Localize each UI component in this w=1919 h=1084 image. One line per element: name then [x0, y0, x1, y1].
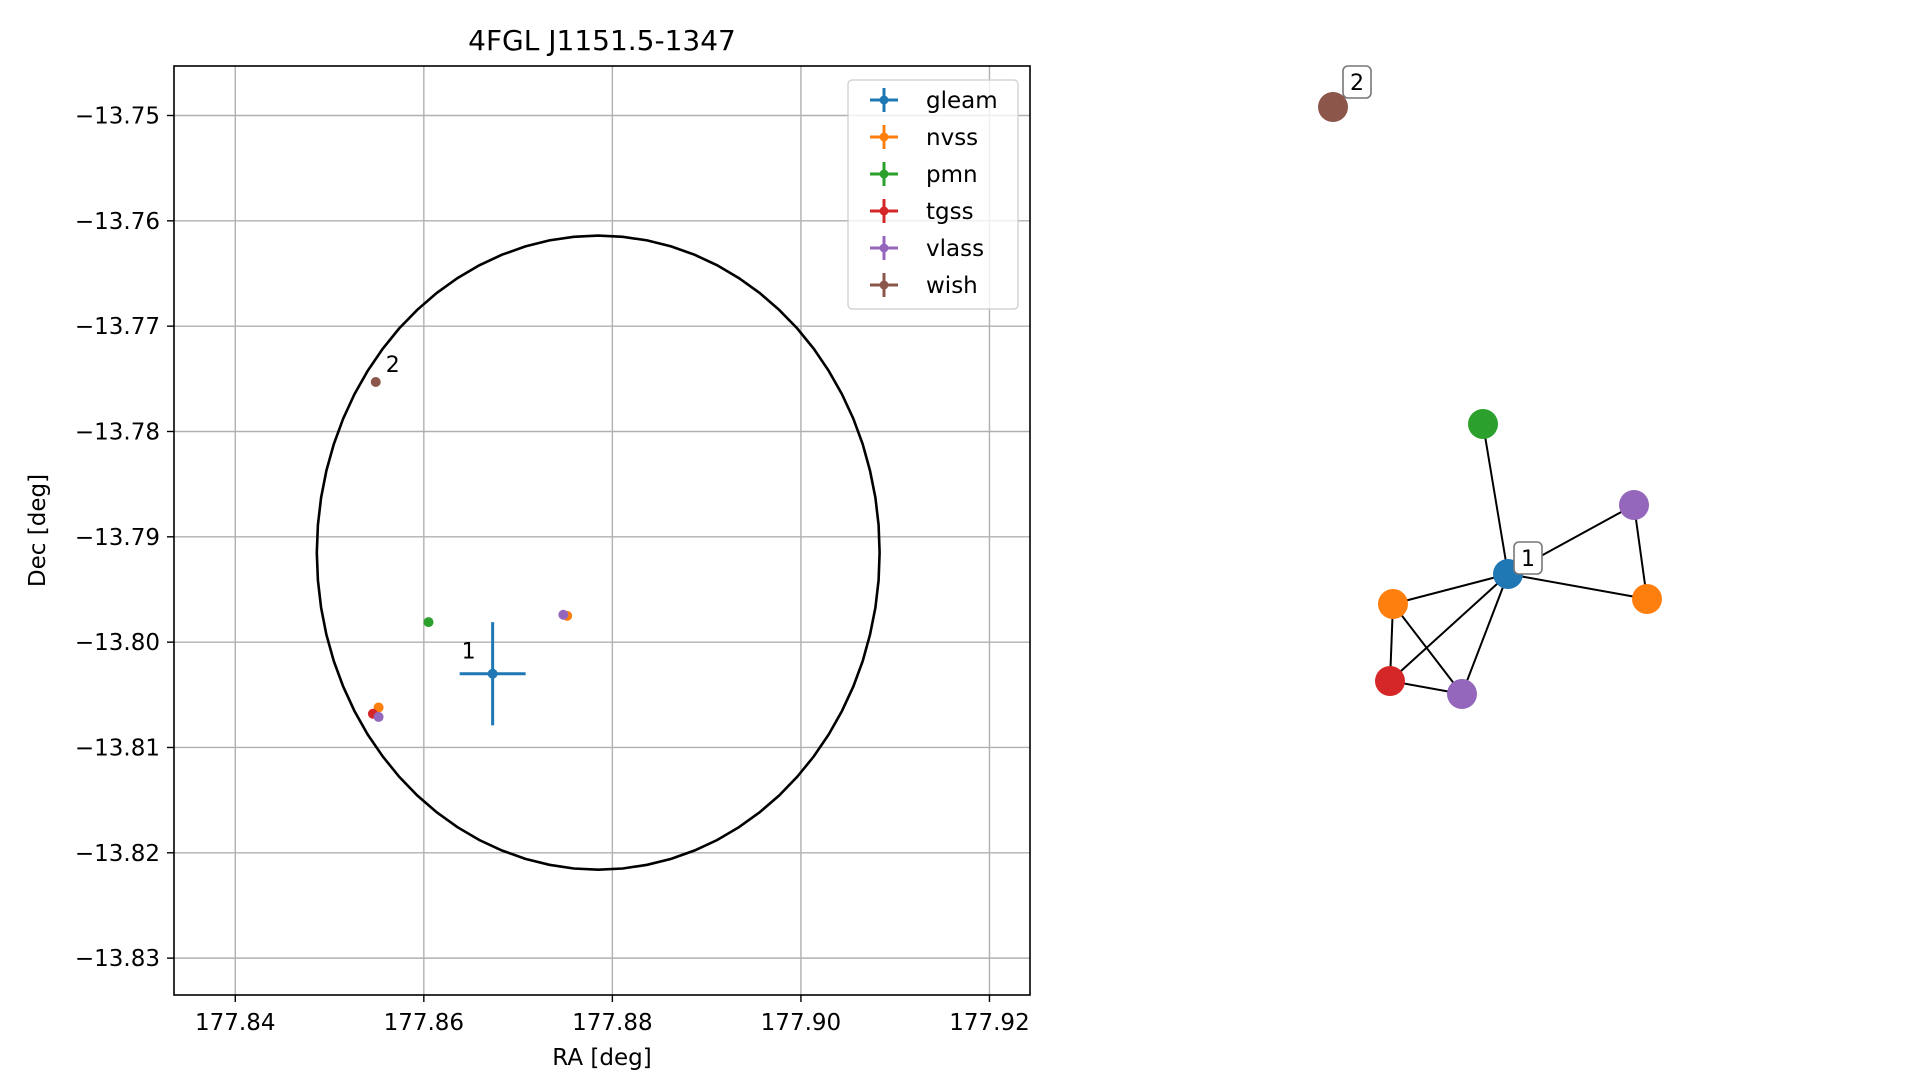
legend-label-vlass: vlass [926, 236, 984, 262]
axes-frame [173, 65, 1031, 996]
node-nvss_b [1632, 584, 1662, 614]
node-label-1: 1 [1521, 547, 1535, 572]
node-nvss_a [1378, 589, 1408, 619]
wish-legend-marker [879, 280, 889, 290]
source-points [367, 376, 573, 726]
y-tick-label: −13.75 [75, 104, 160, 130]
x-tick-label: 177.90 [761, 1010, 841, 1036]
axis-ticks: 177.84 177.86 177.88 177.90 177.92 −13.75 −13.… [75, 104, 1030, 1036]
gleam-legend-marker [879, 95, 889, 105]
edge-vlass_b-nvss_b [1633, 504, 1648, 600]
edge-gleam-nvss_a [1392, 573, 1509, 605]
scatter-panel: 12 177.84 177.86 177.88 177.90 177.92−13.75−… [25, 24, 1031, 1071]
node-label-2: 2 [1350, 71, 1364, 96]
legend-items: gleam nvss pmn tgss vlass wish [870, 88, 998, 299]
y-tick-label: −13.83 [75, 946, 160, 972]
edge-nvss_a-vlass_a [1392, 603, 1463, 695]
chart-title: 4FGL J1151.5-1347 [468, 24, 736, 57]
legend-label-wish: wish [926, 273, 978, 299]
y-tick-label: −13.82 [75, 841, 160, 867]
node-vlass_b [1619, 490, 1649, 520]
vlass-point [373, 711, 384, 722]
node-vlass_a [1447, 679, 1477, 709]
node-tgss [1375, 666, 1405, 696]
annotation-label-1: 1 [462, 640, 476, 665]
edge-gleam-tgss [1389, 573, 1509, 682]
annotation-label-2: 2 [386, 353, 400, 378]
edge-gleam-vlass_a [1461, 573, 1509, 695]
y-tick-label: −13.79 [75, 525, 160, 551]
x-tick-label: 177.92 [949, 1010, 1029, 1036]
wish-point [370, 376, 381, 387]
y-tick-label: −13.77 [75, 314, 160, 340]
legend-label-tgss: tgss [926, 199, 974, 225]
legend-label-pmn: pmn [926, 162, 978, 188]
y-axis-label: Dec [deg] [25, 474, 51, 587]
node-label-box-2 [1342, 65, 1372, 99]
node-pmn [1468, 409, 1498, 439]
network-panel: 12 [1318, 65, 1662, 709]
vlass-point [558, 609, 569, 620]
x-tick-label: 177.84 [195, 1010, 275, 1036]
grid-lines [174, 66, 1030, 995]
edge-gleam-pmn [1482, 423, 1509, 575]
gleam-point [487, 668, 498, 679]
point-annotations: 12 [386, 353, 476, 665]
pmn-point [423, 617, 434, 628]
legend: gleam nvss pmn tgss vlass wish [847, 79, 1019, 310]
search-region-ellipse [315, 234, 881, 872]
network-node-labels: 12 [1342, 65, 1543, 575]
x-axis-label: RA [deg] [552, 1045, 651, 1071]
tgss-legend-marker [879, 206, 889, 216]
node-label-box-1 [1513, 541, 1543, 575]
legend-label-gleam: gleam [926, 88, 998, 114]
vlass-legend-marker [879, 243, 889, 253]
y-tick-label: −13.76 [75, 209, 160, 235]
node-wish [1318, 92, 1348, 122]
network-nodes [1318, 92, 1662, 709]
legend-label-nvss: nvss [926, 125, 978, 151]
x-tick-label: 177.86 [384, 1010, 464, 1036]
edge-gleam-nvss_b [1507, 573, 1648, 600]
y-tick-label: −13.78 [75, 419, 160, 445]
y-tick-label: −13.80 [75, 630, 160, 656]
pmn-legend-marker [879, 169, 889, 179]
x-tick-label: 177.88 [572, 1010, 652, 1036]
nvss-legend-marker [879, 132, 889, 142]
y-tick-label: −13.81 [75, 735, 160, 761]
